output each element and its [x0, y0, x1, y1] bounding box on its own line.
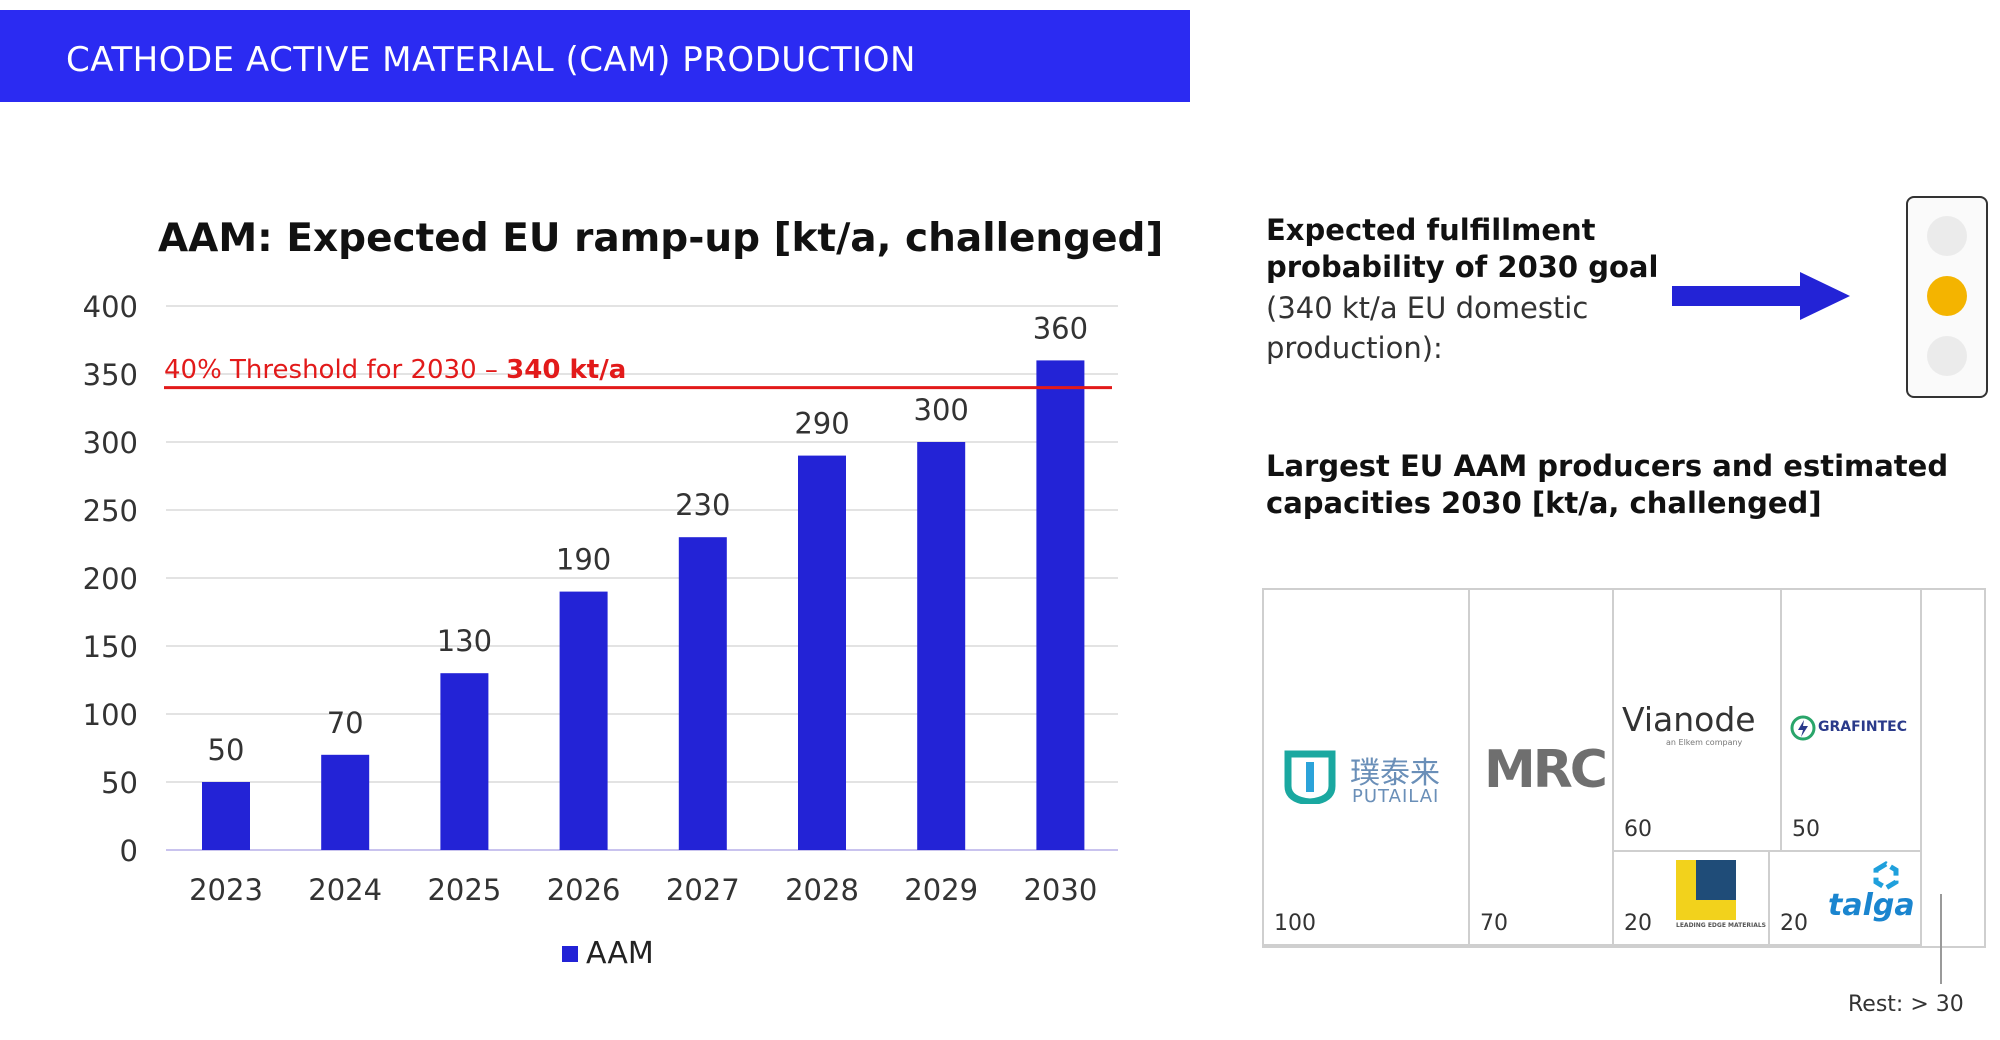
bar	[798, 455, 846, 850]
leading-edge-logo: LEADING EDGE MATERIALS	[1676, 922, 1766, 929]
data-label: 290	[794, 407, 849, 441]
bar	[1036, 360, 1085, 850]
talga-logo-icon	[1873, 861, 1899, 891]
header-banner: CATHODE ACTIVE MATERIAL (CAM) PRODUCTION	[0, 10, 1190, 102]
producer-value: 100	[1274, 911, 1316, 936]
mrc-logo: MRC	[1484, 740, 1608, 800]
y-tick-label: 350	[83, 358, 138, 392]
traffic-light-green	[1927, 336, 1967, 376]
data-label: 70	[327, 706, 364, 740]
x-tick-label: 2027	[666, 873, 740, 907]
y-tick-label: 250	[83, 494, 138, 528]
putailai-logo-icon	[1284, 750, 1336, 804]
producer-cell-mrc: MRC 70	[1470, 590, 1614, 946]
data-label: 230	[675, 488, 730, 522]
legend-swatch	[562, 945, 578, 962]
threshold-label-prefix: 40% Threshold for 2030 –	[164, 355, 506, 385]
producer-cell-putailai: 璞泰来 PUTAILAI 100	[1264, 590, 1470, 946]
x-tick-label: 2025	[427, 873, 501, 907]
vianode-logo: Vianode	[1622, 700, 1756, 739]
banner-title: CATHODE ACTIVE MATERIAL (CAM) PRODUCTION	[66, 40, 916, 80]
chart-legend: AAM	[562, 936, 654, 971]
x-tick-label: 2023	[189, 873, 263, 907]
legend-label: AAM	[586, 936, 654, 971]
bar	[678, 537, 727, 850]
leading-edge-logo-icon	[1676, 860, 1736, 920]
y-tick-label: 100	[83, 698, 138, 732]
x-tick-label: 2029	[904, 873, 978, 907]
producer-cell-vianode: Vianode an Elkem company 60	[1614, 590, 1782, 852]
grafintec-logo-icon	[1790, 715, 1816, 741]
putailai-logo-en: PUTAILAI	[1352, 786, 1440, 807]
right-arrow-icon	[1672, 272, 1850, 320]
threshold-label: 40% Threshold for 2030 – 340 kt/a	[164, 355, 626, 385]
y-tick-label: 200	[83, 562, 138, 596]
producers-treemap: 璞泰来 PUTAILAI 100 MRC 70 Vianode an Elkem…	[1262, 588, 1986, 948]
producer-cell-grafintec: GRAFINTEC 50	[1782, 590, 1922, 852]
rest-label: Rest: > 30	[1848, 992, 1964, 1017]
data-label: 130	[437, 624, 492, 658]
producer-value: 20	[1780, 911, 1808, 936]
traffic-light	[1906, 196, 1988, 398]
rest-leader-line	[1940, 894, 1942, 984]
y-tick-label: 50	[101, 766, 138, 800]
traffic-light-red	[1927, 216, 1967, 256]
bar	[202, 782, 250, 850]
data-label: 50	[208, 733, 245, 767]
talga-logo: talga	[1828, 888, 1915, 923]
fulfillment-heading: Expected fulfillment probability of 2030…	[1266, 213, 1659, 284]
data-label: 190	[556, 543, 611, 577]
producer-cell-talga: talga 20	[1770, 852, 1922, 946]
bar	[440, 673, 489, 850]
threshold-label-value: 340 kt/a	[506, 355, 626, 385]
bar	[559, 591, 608, 850]
y-tick-label: 300	[83, 426, 138, 460]
producer-value: 20	[1624, 911, 1652, 936]
bar	[917, 442, 966, 850]
x-tick-label: 2026	[547, 873, 621, 907]
x-tick-label: 2024	[308, 873, 382, 907]
x-tick-label: 2030	[1023, 873, 1097, 907]
putailai-logo-cn: 璞泰来	[1350, 756, 1440, 791]
chart-title: AAM: Expected EU ramp-up [kt/a, challeng…	[158, 216, 1164, 261]
y-tick-label: 0	[120, 834, 138, 868]
y-tick-label: 400	[83, 290, 138, 324]
vianode-logo-sub: an Elkem company	[1666, 738, 1743, 747]
producer-cell-leading-edge: LEADING EDGE MATERIALS 20	[1614, 852, 1770, 946]
y-tick-label: 150	[83, 630, 138, 664]
traffic-light-amber	[1927, 276, 1967, 316]
bar-chart: 0 50 100 150 200 250 300 350 400 50 2023 70 2024 130 2…	[83, 290, 1118, 907]
producer-value: 50	[1792, 817, 1820, 842]
producer-value: 60	[1624, 817, 1652, 842]
bar	[321, 754, 370, 850]
data-label: 360	[1033, 311, 1088, 345]
data-label: 300	[914, 393, 969, 427]
fulfillment-detail: (340 kt/a EU domestic production):	[1266, 291, 1589, 365]
x-tick-label: 2028	[785, 873, 859, 907]
producers-heading: Largest EU AAM producers and estimated c…	[1266, 449, 1949, 520]
grafintec-logo: GRAFINTEC	[1818, 719, 1907, 735]
producer-value: 70	[1480, 911, 1508, 936]
